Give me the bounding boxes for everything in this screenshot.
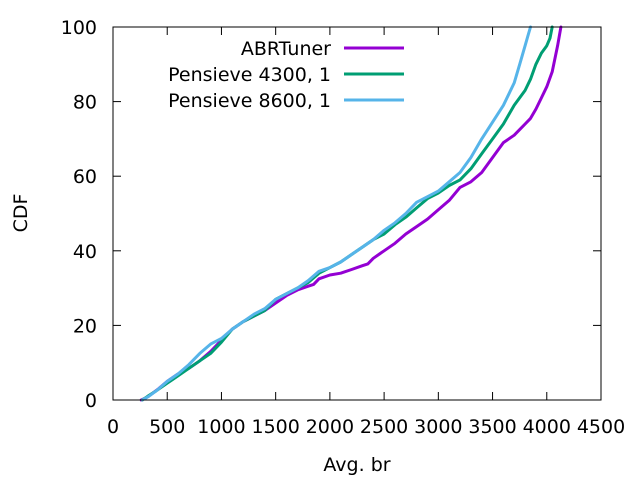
y-tick-label: 60 — [73, 166, 97, 188]
x-tick-label: 2500 — [360, 416, 408, 438]
y-tick-label: 100 — [61, 17, 97, 39]
y-tick-label: 80 — [73, 92, 97, 114]
x-axis-ticks: 0 500 1000 1500 2000 2500 3000 3500 4000 4500 — [107, 27, 625, 438]
series-line-3 — [140, 25, 532, 402]
x-tick-label: 500 — [149, 416, 185, 438]
legend-label-1: ABRTuner — [241, 38, 331, 60]
x-tick-label: 3500 — [468, 416, 516, 438]
y-axis-ticks: 0 20 40 60 80 100 — [61, 17, 601, 412]
x-tick-label: 0 — [107, 416, 119, 438]
y-tick-label: 0 — [85, 390, 97, 412]
series-layer — [139, 25, 563, 402]
legend-label-2: Pensieve 4300, 1 — [168, 64, 331, 86]
x-tick-label: 4500 — [577, 416, 625, 438]
x-axis-label: Avg. br — [323, 454, 390, 476]
x-tick-label: 3000 — [414, 416, 462, 438]
y-tick-label: 40 — [73, 241, 97, 263]
x-tick-label: 1500 — [251, 416, 299, 438]
plot-frame — [112, 26, 602, 401]
legend-label-3: Pensieve 8600, 1 — [168, 90, 331, 112]
legend: ABRTuner Pensieve 4300, 1 Pensieve 8600, 1 — [168, 38, 404, 112]
x-tick-label: 1000 — [197, 416, 245, 438]
x-tick-label: 2000 — [306, 416, 354, 438]
x-tick-label: 4000 — [523, 416, 571, 438]
y-tick-label: 20 — [73, 315, 97, 337]
y-axis-label: CDF — [10, 194, 32, 233]
